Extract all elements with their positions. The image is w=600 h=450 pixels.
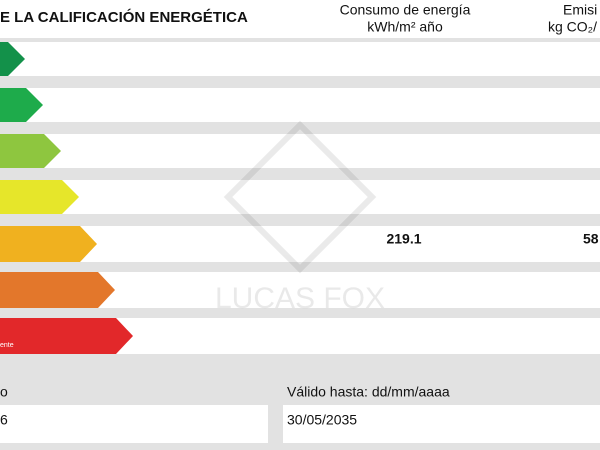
header-row [0, 0, 600, 38]
row [0, 134, 600, 168]
emissions-value: 58 [583, 231, 599, 247]
emissions-unit: kg CO₂/ [548, 19, 597, 35]
row [0, 226, 600, 262]
consumption-label: Consumo de energía [340, 2, 471, 18]
row [0, 42, 600, 76]
arrow-b [0, 88, 43, 122]
footer-left-label: o [0, 384, 8, 400]
consumption-unit: kWh/m² año [367, 19, 443, 35]
arrow-f [0, 272, 115, 308]
watermark-text: LUCAS FOX [215, 282, 385, 315]
arrow-a [0, 42, 25, 76]
title: E LA CALIFICACIÓN ENERGÉTICA [0, 8, 248, 26]
footer-right-box [283, 405, 600, 443]
watermark: LUCAS FOX [215, 120, 385, 315]
arrow-d [0, 180, 79, 214]
consumption-value: 219.1 [386, 231, 421, 247]
arrow-c [0, 134, 61, 168]
rating-label: ente [0, 342, 14, 349]
arrow-e [0, 226, 97, 262]
footer-left-value: 6 [0, 412, 8, 428]
emissions-label: Emisi [563, 2, 597, 18]
row [0, 180, 600, 214]
arrow-g [0, 318, 133, 354]
watermark-logo [223, 120, 377, 274]
footer-right-label: Válido hasta: dd/mm/aaaa [287, 384, 450, 400]
footer-right-value: 30/05/2035 [287, 412, 357, 428]
rating-arrows [0, 42, 133, 354]
footer-left-box [0, 405, 268, 443]
row [0, 88, 600, 122]
